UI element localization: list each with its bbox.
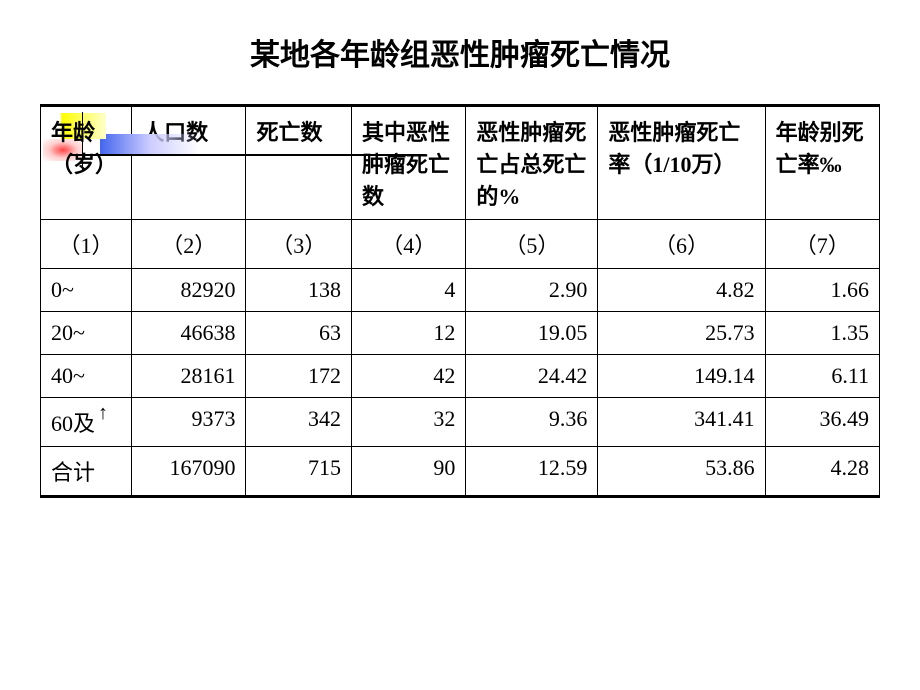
cell-tumor-deaths: 12 [352,312,466,355]
cell-rate: 149.14 [598,355,765,398]
cell-rate: 341.41 [598,398,765,447]
cell-deaths: 342 [246,398,352,447]
cell-age-rate: 6.11 [765,355,879,398]
col-number: （7） [765,220,879,269]
header-pct: 恶性肿瘤死亡占总死亡的% [466,106,598,220]
cell-deaths: 63 [246,312,352,355]
header-population: 人口数 [132,106,246,220]
cell-age: 合计 [41,447,132,497]
artifact-arrow-icon: ↑ [98,402,108,425]
cell-deaths: 715 [246,447,352,497]
cell-pct: 19.05 [466,312,598,355]
cell-tumor-deaths: 32 [352,398,466,447]
cell-pop: 82920 [132,269,246,312]
artifact-vertical-line [82,112,83,170]
page-title: 某地各年龄组恶性肿瘤死亡情况 [40,30,880,74]
cell-tumor-deaths: 4 [352,269,466,312]
cell-pct: 9.36 [466,398,598,447]
header-tumor-deaths: 其中恶性肿瘤死亡数 [352,106,466,220]
cell-rate: 53.86 [598,447,765,497]
cell-age-rate: 36.49 [765,398,879,447]
col-number: （5） [466,220,598,269]
mortality-table: 年龄（岁） 人口数 死亡数 其中恶性肿瘤死亡数 恶性肿瘤死亡占总死亡的% 恶性肿… [40,104,880,498]
cell-pop: 28161 [132,355,246,398]
cell-age-rate: 1.66 [765,269,879,312]
col-number: （4） [352,220,466,269]
cell-tumor-deaths: 42 [352,355,466,398]
table-body: 0~ 82920 138 4 2.90 4.82 1.66 20~ 46638 … [41,269,880,497]
cell-pop: 9373 [132,398,246,447]
cell-pop: 167090 [132,447,246,497]
table-row: 20~ 46638 63 12 19.05 25.73 1.35 [41,312,880,355]
header-age-rate: 年龄别死亡率‰ [765,106,879,220]
table-row: 40~ 28161 172 42 24.42 149.14 6.11 [41,355,880,398]
table-row: 0~ 82920 138 4 2.90 4.82 1.66 [41,269,880,312]
cell-age: 0~ [41,269,132,312]
cell-tumor-deaths: 90 [352,447,466,497]
table-row: 60及 9373 342 32 9.36 341.41 36.49 [41,398,880,447]
cell-rate: 4.82 [598,269,765,312]
cell-pct: 12.59 [466,447,598,497]
col-number: （3） [246,220,352,269]
cell-age: 20~ [41,312,132,355]
col-number: （1） [41,220,132,269]
header-rate: 恶性肿瘤死亡率（1/10万） [598,106,765,220]
table-row: 合计 167090 715 90 12.59 53.86 4.28 [41,447,880,497]
cell-deaths: 138 [246,269,352,312]
cell-pct: 24.42 [466,355,598,398]
cell-deaths: 172 [246,355,352,398]
cell-pop: 46638 [132,312,246,355]
artifact-horizontal-line [70,154,425,156]
cell-age: 60及 [41,398,132,447]
table-header-row: 年龄（岁） 人口数 死亡数 其中恶性肿瘤死亡数 恶性肿瘤死亡占总死亡的% 恶性肿… [41,106,880,220]
cell-pct: 2.90 [466,269,598,312]
cell-age-rate: 1.35 [765,312,879,355]
cell-age-rate: 4.28 [765,447,879,497]
header-deaths: 死亡数 [246,106,352,220]
table-container: 年龄（岁） 人口数 死亡数 其中恶性肿瘤死亡数 恶性肿瘤死亡占总死亡的% 恶性肿… [40,104,880,498]
col-number: （6） [598,220,765,269]
cell-rate: 25.73 [598,312,765,355]
cell-age: 40~ [41,355,132,398]
header-age: 年龄（岁） [41,106,132,220]
table-column-number-row: （1） （2） （3） （4） （5） （6） （7） [41,220,880,269]
col-number: （2） [132,220,246,269]
